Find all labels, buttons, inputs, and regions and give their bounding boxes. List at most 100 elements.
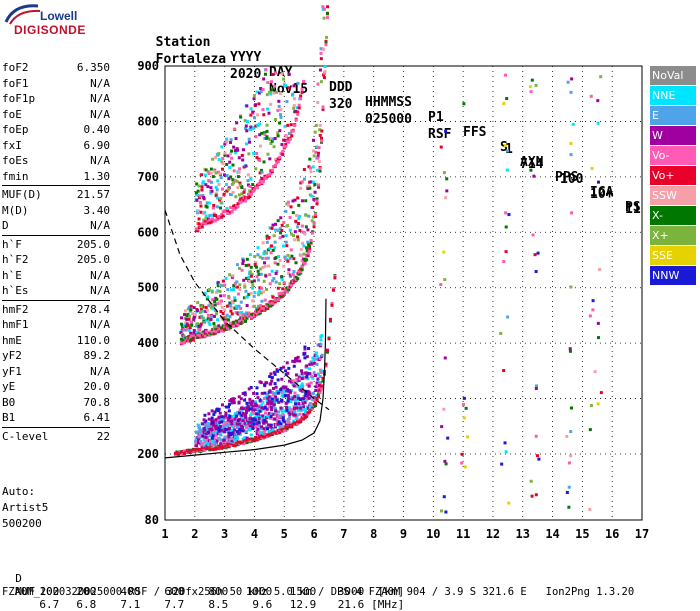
echo-point [275,389,279,393]
echo-point [318,374,322,378]
echo-point [235,431,239,435]
echo-point [260,176,264,180]
echo-point [276,298,280,302]
echo-point [236,186,240,190]
echo-point [258,122,262,126]
echo-point [313,190,317,194]
echo-point [204,430,208,434]
echo-point [208,427,212,431]
echo-point [212,203,216,207]
echo-point [311,376,315,380]
echo-point [278,129,282,133]
echo-point [315,357,319,361]
echo-point [288,412,292,416]
param-row: foE N/A [2,107,110,123]
echo-point [243,312,247,316]
echo-point [227,187,231,191]
echo-point [305,185,309,189]
echo-point [264,411,268,415]
echo-point [287,140,291,144]
echo-point [278,236,282,240]
echo-point [258,255,262,259]
param-label: M(D) [2,203,29,217]
echo-point [216,170,220,174]
echo-point [259,304,263,308]
echo-point [247,137,251,141]
echo-point [270,400,274,404]
echo-point [499,331,503,335]
echo-point [289,131,293,135]
echo-point [257,308,261,312]
echo-point [258,311,262,315]
echo-point [209,317,213,321]
echo-point [530,494,534,498]
echo-point [259,267,263,271]
echo-point [253,255,257,259]
param-row: foEp 0.40 [2,122,110,138]
echo-point [534,83,538,87]
echo-point [310,194,314,198]
echo-point [262,77,266,81]
legend-item: NoVal [650,66,696,86]
echo-point [277,400,281,404]
echo-point [292,413,296,417]
echo-point [253,404,257,408]
echo-point [284,209,288,213]
echo-point [230,210,234,214]
echo-point [303,347,307,351]
echo-point [318,391,322,395]
param-value: 70.8 [83,395,111,409]
echo-point [251,410,255,414]
param-label: hmF1 [2,318,29,331]
echo-point [249,192,253,196]
x-tick-label: 12 [486,527,500,541]
echo-point [215,430,219,434]
echo-point [534,387,538,391]
echo-point [296,238,300,242]
echo-point [272,246,276,250]
echo-point [293,395,297,399]
param-value: 6.90 [83,138,111,152]
echo-point [269,406,273,410]
echo-point [245,436,249,440]
echo-point [209,220,213,224]
echo-point [184,328,188,332]
echo-point [263,249,267,253]
echo-point [228,438,232,442]
echo-point [216,436,220,440]
echo-point [293,413,297,417]
logo-product: DIGISONDE [14,23,86,37]
echo-point [565,490,569,494]
echo-point [312,154,316,158]
legend-item: NNW [650,266,696,286]
echo-point [266,152,270,156]
echo-point [239,406,243,410]
echo-point [254,265,258,269]
echo-point [230,156,234,160]
echo-point [591,308,595,312]
echo-point [187,317,191,321]
header-time-value: 025000 [365,112,412,127]
echo-point [286,203,290,207]
echo-point [269,382,273,386]
echo-point [225,304,229,308]
echo-point [248,424,252,428]
param-row: yF1 N/A [2,364,110,380]
echo-point [229,309,233,313]
echo-point [269,92,273,96]
echo-point [258,171,262,175]
header-row-labels: Station YYYY DAY DDD HHMMSS P1 FFS S AXN… [140,20,641,215]
echo-point [238,266,242,270]
echo-point [276,369,280,373]
echo-point [306,240,310,244]
echo-point [266,81,270,85]
echo-point [272,277,276,281]
echo-point [199,429,203,433]
echo-point [569,141,573,145]
echo-point [200,173,204,177]
echo-point [323,71,327,75]
echo-point [299,186,303,190]
echo-point [279,231,283,235]
echo-point [460,461,464,465]
echo-point [293,124,297,128]
